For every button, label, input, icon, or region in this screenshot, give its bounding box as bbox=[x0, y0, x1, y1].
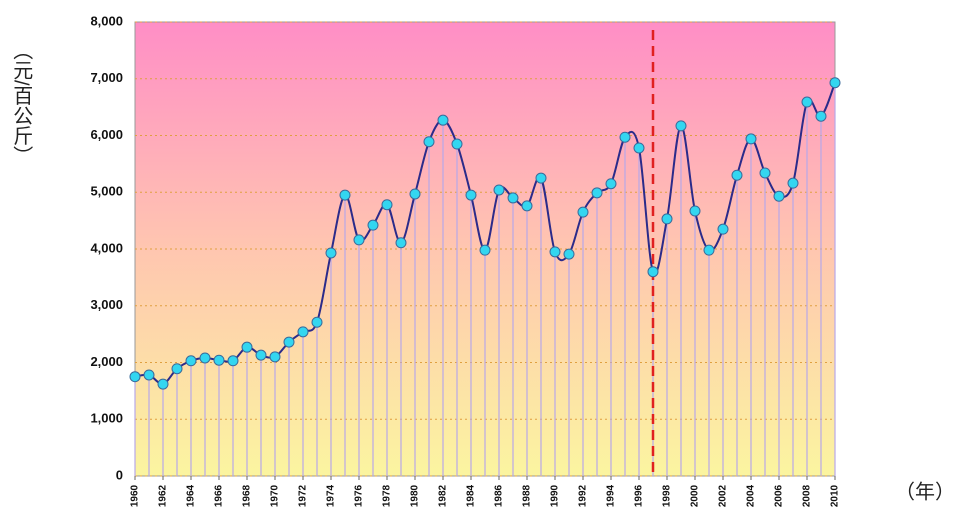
marker bbox=[213, 354, 225, 366]
x-tick-label: 1974 bbox=[326, 484, 337, 507]
y-tick-label: 5,000 bbox=[90, 184, 123, 199]
marker bbox=[451, 138, 463, 150]
marker bbox=[619, 131, 631, 143]
marker bbox=[171, 363, 183, 375]
y-tick-label: 7,000 bbox=[90, 70, 123, 85]
x-tick-label: 2010 bbox=[830, 484, 841, 507]
x-tick-label: 1984 bbox=[466, 484, 477, 507]
marker bbox=[269, 351, 281, 363]
x-tick-label: 1990 bbox=[550, 484, 561, 507]
x-tick-label: 1976 bbox=[354, 484, 365, 507]
marker bbox=[185, 355, 197, 367]
x-tick-label: 1964 bbox=[186, 484, 197, 507]
line bbox=[134, 82, 836, 386]
x-tick-label: 1988 bbox=[522, 484, 533, 507]
y-tick-label: 0 bbox=[116, 467, 123, 482]
x-tick-label: 1982 bbox=[438, 484, 449, 507]
marker bbox=[227, 355, 239, 367]
x-tick-label: 2008 bbox=[802, 484, 813, 507]
marker bbox=[507, 192, 519, 204]
marker bbox=[241, 341, 253, 353]
marker bbox=[157, 378, 169, 390]
marker bbox=[773, 190, 785, 202]
y-tick-label: 8,000 bbox=[90, 13, 123, 28]
marker bbox=[661, 213, 673, 225]
marker bbox=[465, 189, 477, 201]
marker bbox=[549, 246, 561, 258]
marker bbox=[395, 237, 407, 249]
y-axis-label: （元/百公斤） bbox=[10, 40, 33, 166]
marker bbox=[199, 352, 211, 364]
marker bbox=[605, 178, 617, 190]
marker bbox=[521, 200, 533, 212]
marker bbox=[325, 247, 337, 259]
marker bbox=[801, 96, 813, 108]
marker bbox=[129, 371, 141, 383]
marker bbox=[353, 234, 365, 246]
marker bbox=[787, 177, 799, 189]
y-tick-label: 4,000 bbox=[90, 240, 123, 255]
marker bbox=[535, 172, 547, 184]
marker bbox=[297, 326, 309, 338]
marker bbox=[591, 187, 603, 199]
y-tick-label: 6,000 bbox=[90, 127, 123, 142]
x-tick-label: 1980 bbox=[410, 484, 421, 507]
marker bbox=[493, 184, 505, 196]
marker bbox=[577, 206, 589, 218]
marker bbox=[479, 244, 491, 256]
marker bbox=[409, 188, 421, 200]
marker bbox=[759, 167, 771, 179]
x-tick-label: 1998 bbox=[662, 484, 673, 507]
x-tick-label: 1994 bbox=[606, 484, 617, 507]
marker bbox=[703, 244, 715, 256]
x-axis-label: （年） bbox=[895, 480, 955, 503]
x-tick-label: 1962 bbox=[158, 484, 169, 507]
x-tick-label: 1970 bbox=[270, 484, 281, 507]
y-tick-label: 2,000 bbox=[90, 354, 123, 369]
x-tick-label: 1966 bbox=[214, 484, 225, 507]
x-tick-label: 2002 bbox=[718, 484, 729, 507]
marker bbox=[745, 133, 757, 145]
x-tick-label: 1968 bbox=[242, 484, 253, 507]
marker bbox=[311, 316, 323, 328]
y-tick-label: 1,000 bbox=[90, 411, 123, 426]
x-tick-label: 1996 bbox=[634, 484, 645, 507]
marker bbox=[563, 248, 575, 260]
marker bbox=[689, 205, 701, 217]
marker bbox=[815, 110, 827, 122]
x-tick-label: 2004 bbox=[746, 484, 757, 507]
marker bbox=[381, 199, 393, 211]
x-tick-label: 1978 bbox=[382, 484, 393, 507]
marker bbox=[675, 120, 687, 132]
marker bbox=[633, 142, 645, 154]
marker bbox=[423, 136, 435, 148]
marker bbox=[829, 77, 841, 89]
marker bbox=[731, 169, 743, 181]
marker bbox=[255, 349, 267, 361]
marker bbox=[367, 219, 379, 231]
marker bbox=[339, 189, 351, 201]
x-tick-label: 2000 bbox=[690, 484, 701, 507]
marker bbox=[647, 266, 659, 278]
x-tick-label: 1960 bbox=[130, 484, 141, 507]
x-tick-label: 1992 bbox=[578, 484, 589, 507]
x-tick-label: 1986 bbox=[494, 484, 505, 507]
marker bbox=[283, 336, 295, 348]
marker bbox=[143, 369, 155, 381]
x-tick-label: 2006 bbox=[774, 484, 785, 507]
x-tick-label: 1972 bbox=[298, 484, 309, 507]
y-tick-label: 3,000 bbox=[90, 297, 123, 312]
marker bbox=[717, 223, 729, 235]
marker bbox=[437, 114, 449, 126]
